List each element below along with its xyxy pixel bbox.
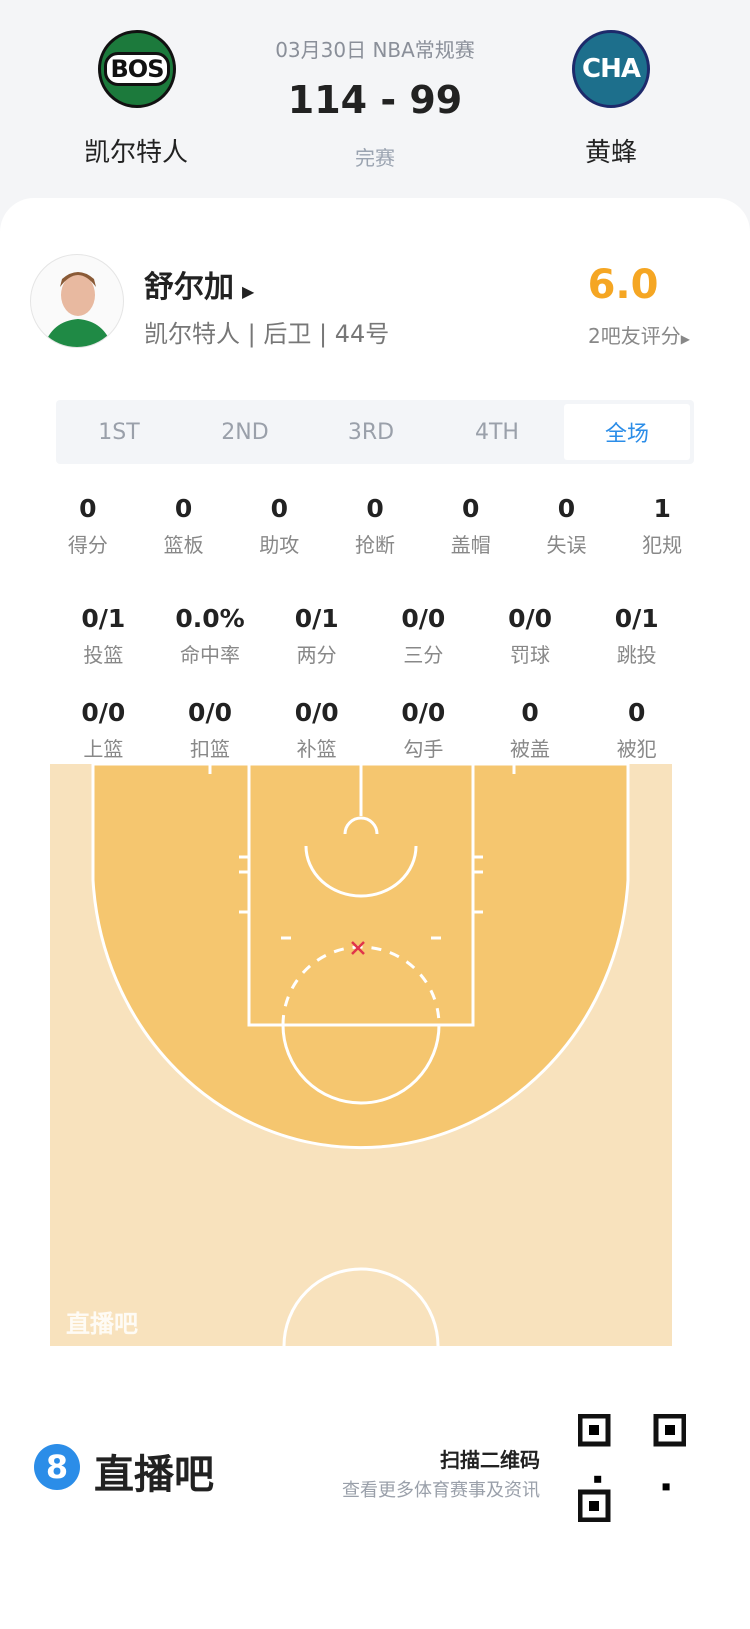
stat-item: 0 被盖 [477,698,584,762]
tab-full-game[interactable]: 全场 [564,404,690,460]
stat-label: 助攻 [259,533,300,557]
court-watermark: 直播吧 [66,1310,138,1338]
stat-item: 0 被犯 [583,698,690,762]
basket-rim [343,816,379,835]
stat-item: 0/0 勾手 [370,698,477,762]
stat-value: 0 [366,494,384,523]
stat-value: 0 [79,494,97,523]
rating-link[interactable]: 2吧友评分▶ [588,324,690,348]
stat-item: 0 盖帽 [423,494,519,558]
cha-team-logo[interactable]: CHA [572,30,650,108]
qr-code[interactable] [577,1413,687,1523]
stat-label: 失误 [546,533,587,557]
stat-value: 0 [557,494,576,523]
tab-3rd[interactable]: 3RD [347,419,395,445]
stat-value: 0/1 [81,604,126,633]
stat-label: 勾手 [403,737,444,761]
stat-value: 0/1 [614,604,659,633]
game-date-type: 03月30日 NBA常规赛 [275,38,475,62]
tab-4th[interactable]: 4TH [475,419,519,445]
player-photo-icon [43,272,113,347]
stat-value: 0/0 [81,698,126,727]
stat-value: 0/0 [508,604,552,633]
stat-value: 0/0 [401,698,446,727]
stat-value: 0 [462,494,480,523]
stat-value: 0 [270,494,288,523]
stat-label: 两分 [296,643,337,667]
three-point-line [91,762,630,1150]
game-status: 完赛 [355,146,395,170]
stat-item: 0 篮板 [136,494,232,558]
stat-value: 1 [653,494,671,523]
stat-item: 0.0% 命中率 [157,604,264,668]
stat-label: 犯规 [642,533,683,557]
lane-hash-marks [239,855,483,940]
stat-label: 扣篮 [190,737,230,761]
stat-item: 0/1 投篮 [50,604,157,668]
caret-right-icon: ▶ [680,332,690,346]
game-score: 114 - 99 [287,78,463,122]
stat-label: 抢断 [355,533,396,557]
player-info: 凯尔特人 | 后卫 | 44号 [144,320,390,348]
stat-item: 0 得分 [40,494,136,558]
free-throw-circle-upper [281,945,441,1026]
free-throw-circle-lower [281,1024,441,1105]
scan-qr-label: 扫描二维码 [440,1448,540,1472]
stat-item: 0/0 三分 [370,604,477,668]
stat-label: 罚球 [510,643,551,667]
stat-label: 被盖 [510,737,551,761]
tab-2nd[interactable]: 2ND [221,419,269,445]
brand-name: 直播吧 [94,1452,214,1498]
caret-right-icon: ▶ [242,282,255,301]
stat-label: 盖帽 [450,533,491,557]
player-name[interactable]: 舒尔加 ▶ [144,270,255,305]
stat-label: 上篮 [83,737,124,761]
stats-row-shot-types: 0/0 上篮 0/0 扣篮 0/0 补篮 0/0 勾手 0 被盖 0 被犯 [50,698,690,762]
stat-label: 命中率 [180,643,240,667]
stat-value: 0 [521,698,539,727]
restricted-area [304,845,418,898]
stat-label: 篮板 [163,533,204,557]
stats-row-basic: 0 得分 0 篮板 0 助攻 0 抢断 0 盖帽 0 失误 1 犯规 [40,494,710,558]
stat-item: 1 犯规 [614,494,710,558]
stat-value: 0/0 [188,698,232,727]
stat-label: 补篮 [296,737,337,761]
stat-label: 跳投 [616,643,657,667]
stat-item: 0/0 补篮 [263,698,370,762]
stat-item: 0 抢断 [327,494,423,558]
away-team-name[interactable]: 黄蜂 [584,138,637,168]
tab-1st[interactable]: 1ST [98,419,140,445]
stat-value: 0/0 [401,604,446,633]
center-circle [282,1267,440,1347]
stats-row-shooting: 0/1 投篮 0.0% 命中率 0/1 两分 0/0 三分 0/0 罚球 0/1 跳投 [50,604,690,668]
stat-item: 0/1 跳投 [583,604,690,668]
stat-label: 得分 [67,533,108,557]
stat-item: 0/0 上篮 [50,698,157,762]
stat-value: 0 [627,698,646,727]
bos-team-logo[interactable]: BOS [98,30,176,108]
stat-item: 0 助攻 [231,494,327,558]
stat-item: 0/0 罚球 [477,604,584,668]
shot-miss-marker [351,941,365,955]
stat-value: 0/1 [294,604,339,633]
brand-logo-icon: 8 [34,1444,80,1490]
footer-description: 查看更多体育赛事及资讯 [342,1480,540,1501]
stat-value: 0 [174,494,193,523]
stat-value: 0/0 [294,698,339,727]
player-rating: 6.0 [587,262,659,308]
stat-label: 投篮 [83,643,124,667]
stat-item: 0/0 扣篮 [157,698,264,762]
stat-label: 被犯 [616,737,657,761]
shot-chart-court: 直播吧 [50,759,672,1347]
player-avatar[interactable] [30,254,124,348]
stat-item: 0 失误 [519,494,615,558]
period-tabs: 1ST 2ND 3RD 4TH 全场 [56,400,694,464]
home-team-name[interactable]: 凯尔特人 [83,138,188,168]
stat-value: 0.0% [175,604,245,633]
stat-label: 三分 [403,643,444,667]
stat-item: 0/1 两分 [263,604,370,668]
